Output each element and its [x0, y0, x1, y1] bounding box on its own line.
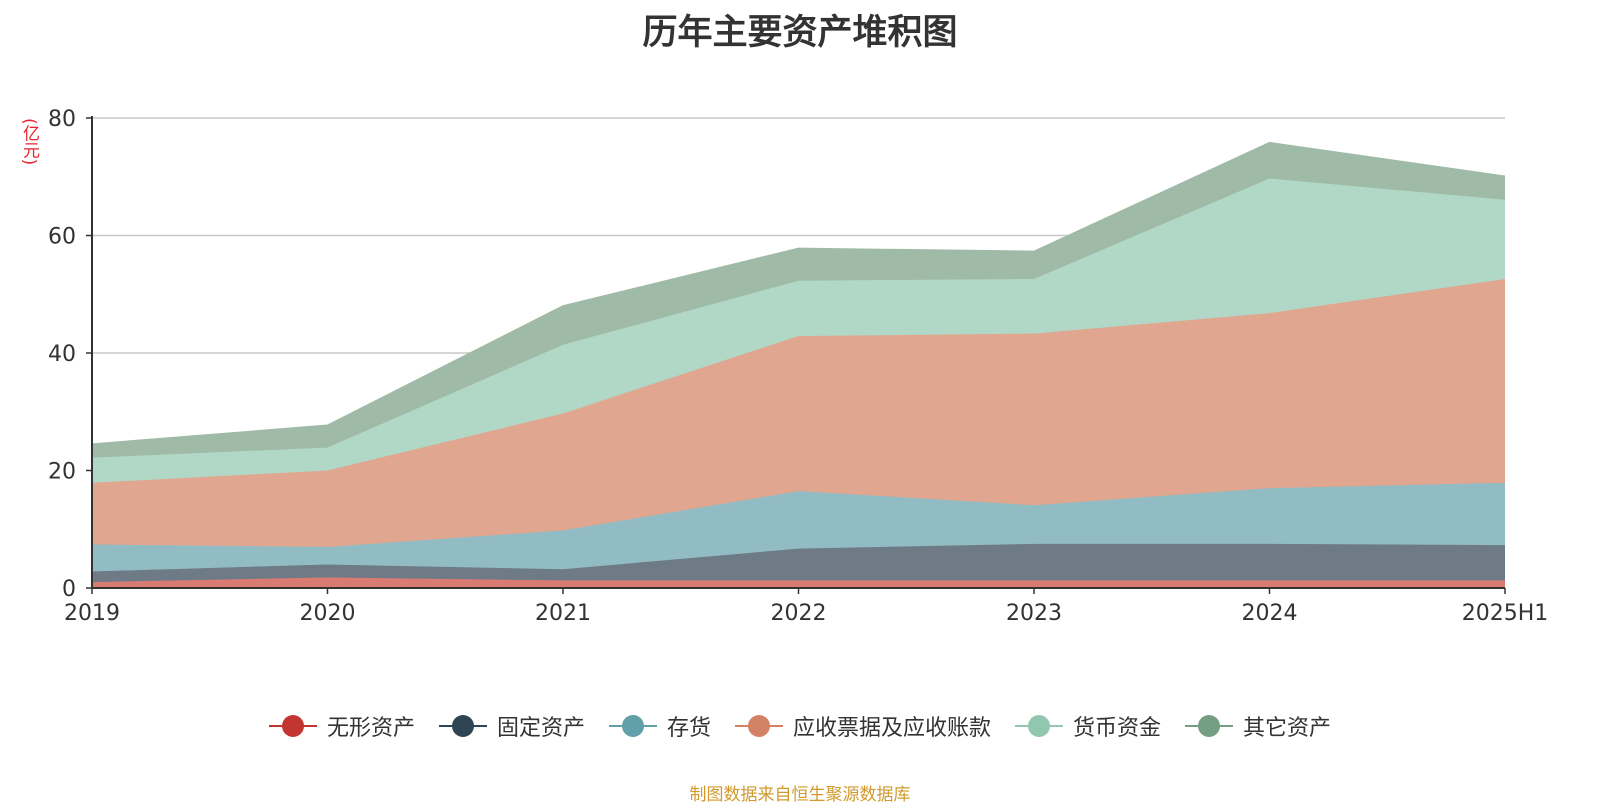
stacked-areas — [91, 141, 1506, 588]
y-tick-label: 20 — [48, 460, 76, 485]
area-series-0 — [92, 577, 1505, 588]
source-note: 制图数据来自恒生聚源数据库 — [689, 785, 911, 805]
legend-label: 无形资产 — [326, 716, 415, 741]
y-tick-label: 0 — [62, 577, 76, 602]
area-series-1 — [92, 543, 1505, 583]
legend-marker-icon — [735, 713, 783, 739]
y-axis-unit: (亿元) — [19, 118, 39, 166]
area-series-4 — [92, 178, 1505, 483]
y-tick-label: 60 — [48, 225, 76, 250]
x-tick-label: 2019 — [64, 601, 120, 626]
y-tick-label: 80 — [48, 107, 76, 132]
x-tick-label: 2022 — [771, 601, 827, 626]
legend-marker-icon — [268, 713, 317, 739]
legend-marker-icon — [608, 713, 657, 739]
legend-marker-icon — [1185, 713, 1234, 739]
legend-marker-icon — [438, 713, 487, 739]
legend-label: 存货 — [666, 716, 711, 741]
legend-marker-icon — [1015, 713, 1064, 739]
area-series-5 — [92, 142, 1505, 458]
axes: 0 20 40 60 80 2019 2020 2021 2022 2023 2024 2025H1 — [48, 107, 1548, 626]
legend-label: 应收票据及应收账款 — [793, 716, 992, 741]
legend-item[interactable]: 固定资产 — [438, 710, 585, 742]
legend-item[interactable]: 无形资产 — [268, 710, 415, 742]
area-series-3 — [92, 279, 1505, 547]
x-tick-label: 2021 — [535, 601, 591, 626]
legend-item[interactable]: 其它资产 — [1185, 710, 1331, 742]
legend-item[interactable]: 货币资金 — [1015, 710, 1161, 742]
x-tick-label: 2023 — [1006, 601, 1062, 626]
chart-title: 历年主要资产堆积图 — [642, 13, 958, 53]
legend: 无形资产 固定资产 存货 应收票据及应收账款 货币资金 其它资产 — [0, 710, 1600, 742]
legend-label: 固定资产 — [496, 716, 585, 741]
legend-item[interactable]: 存货 — [608, 710, 711, 742]
area-series-2 — [92, 482, 1505, 572]
x-tick-label: 2024 — [1242, 601, 1298, 626]
x-tick-label: 2020 — [300, 601, 356, 626]
legend-label: 货币资金 — [1073, 716, 1162, 741]
x-tick-label: 2025H1 — [1462, 601, 1549, 626]
legend-item[interactable]: 应收票据及应收账款 — [735, 710, 991, 742]
area-edge-5 — [91, 141, 1506, 445]
legend-label: 其它资产 — [1243, 716, 1332, 741]
y-tick-label: 40 — [48, 342, 76, 367]
